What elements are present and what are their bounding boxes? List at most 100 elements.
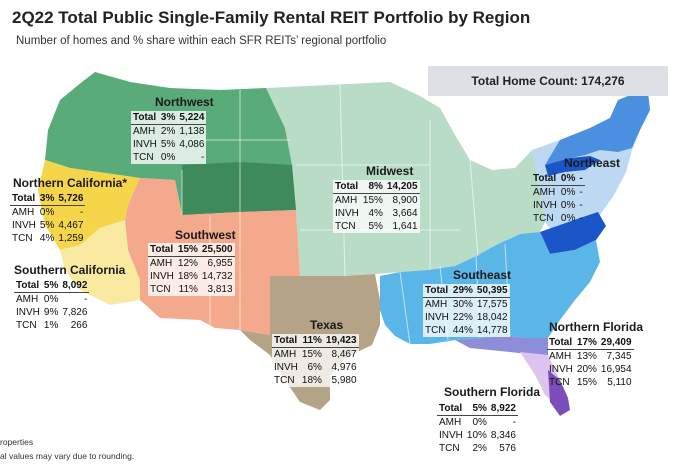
share-cell: 3% bbox=[37, 192, 57, 206]
count-cell: 7,826 bbox=[62, 307, 88, 318]
count-cell: 4,467 bbox=[58, 220, 84, 231]
share-cell: 0% bbox=[43, 294, 59, 305]
share-cell: 8% bbox=[360, 180, 385, 194]
share-cell: 3% bbox=[158, 111, 178, 125]
count-cell: 3,664 bbox=[392, 208, 418, 219]
texas-table: Total 11% 19,423 AMH 15% 8,467 INVH 6% 4,976 TCN 1… bbox=[272, 334, 359, 387]
table-row: INVH 22% 18,042 bbox=[423, 311, 510, 324]
count-cell: 1,138 bbox=[179, 126, 205, 137]
share-cell: 30% bbox=[452, 299, 473, 310]
table-row: INVH 9% 7,826 bbox=[14, 306, 89, 319]
row-label: Total bbox=[131, 111, 159, 125]
row-label: Total bbox=[272, 334, 300, 348]
southeast-label: Southeast bbox=[453, 268, 512, 282]
northeast-region-dark bbox=[545, 156, 600, 176]
share-cell: 4% bbox=[368, 208, 383, 219]
northern-california-region bbox=[38, 160, 140, 250]
row-label: AMH bbox=[533, 187, 556, 198]
count-cell: 14,205 bbox=[384, 180, 420, 194]
row-label: INVH bbox=[439, 430, 463, 441]
share-cell: 18% bbox=[177, 271, 198, 282]
row-label: INVH bbox=[16, 307, 40, 318]
table-total-row: Total 11% 19,423 bbox=[272, 334, 359, 348]
table-row: INVH 18% 14,732 bbox=[148, 270, 235, 283]
table-row: TCN 15% 5,110 bbox=[547, 376, 634, 389]
share-cell: 15% bbox=[175, 243, 200, 257]
table-row: INVH 10% 8,346 bbox=[437, 429, 518, 442]
northwest-region-dark bbox=[182, 162, 296, 215]
table-row: AMH 15% 8,467 bbox=[272, 348, 359, 362]
texas-label: Texas bbox=[310, 318, 344, 332]
share-cell: 5% bbox=[160, 139, 176, 150]
table-row: AMH 12% 6,955 bbox=[148, 257, 235, 271]
share-cell: 13% bbox=[576, 351, 597, 362]
count-cell: 576 bbox=[499, 443, 516, 454]
table-total-row: Total 8% 14,205 bbox=[333, 180, 420, 194]
table-total-row: Total 15% 25,500 bbox=[148, 243, 235, 257]
row-label: INVH bbox=[335, 208, 359, 219]
footnote-properties: roperties bbox=[0, 437, 34, 447]
table-total-row: Total 3% 5,726 bbox=[10, 192, 86, 206]
count-cell: 14,778 bbox=[476, 325, 508, 336]
row-label: TCN bbox=[16, 320, 37, 331]
share-cell: 12% bbox=[177, 258, 198, 269]
count-cell: 5,726 bbox=[56, 192, 86, 206]
southeast-table: Total 29% 50,395 AMH 30% 17,575 INVH 22% 18,042 T… bbox=[423, 284, 510, 337]
row-label: INVH bbox=[274, 362, 298, 373]
table-row: INVH 4% 3,664 bbox=[333, 207, 420, 220]
share-cell: 0% bbox=[560, 187, 576, 198]
share-cell: 11% bbox=[299, 334, 324, 348]
northern-florida-label: Northern Florida bbox=[549, 320, 644, 334]
midwest-label: Midwest bbox=[366, 164, 414, 178]
total-home-count-badge: Total Home Count: 174,276 bbox=[428, 66, 668, 96]
southern-florida-table: Total 5% 8,922 AMH 0% - INVH 10% 8,346 TCN 2% 576 bbox=[437, 402, 518, 455]
northern-california-table: Total 3% 5,726 AMH 0% - INVH 5% 4,467 TCN 4% 1,259 bbox=[10, 192, 86, 245]
row-label: AMH bbox=[16, 294, 39, 305]
share-cell: 44% bbox=[452, 325, 473, 336]
table-row: TCN 1% 266 bbox=[14, 319, 89, 332]
row-label: Total bbox=[14, 279, 42, 293]
count-cell: 8,900 bbox=[392, 195, 418, 206]
southwest-label: Southwest bbox=[175, 228, 236, 242]
count-cell: 14,732 bbox=[201, 271, 233, 282]
table-row: TCN 5% 1,641 bbox=[333, 220, 420, 233]
share-cell: 20% bbox=[576, 364, 597, 375]
table-total-row: Total 17% 29,409 bbox=[547, 336, 634, 350]
share-cell: 0% bbox=[558, 172, 578, 186]
table-row: AMH 0% - bbox=[437, 416, 518, 430]
count-cell: 25,500 bbox=[199, 243, 235, 257]
share-cell: 29% bbox=[450, 284, 475, 298]
northeast-region-mid bbox=[545, 82, 650, 165]
northeast-label: Northeast bbox=[564, 156, 621, 170]
count-cell: 3,813 bbox=[207, 284, 233, 295]
share-cell: 5% bbox=[464, 402, 489, 416]
row-label: TCN bbox=[150, 284, 171, 295]
share-cell: 4% bbox=[39, 233, 55, 244]
southern-florida-tip bbox=[548, 370, 570, 416]
count-cell: - bbox=[512, 417, 516, 428]
count-cell: 1,641 bbox=[392, 221, 418, 232]
count-cell: 8,922 bbox=[488, 402, 518, 416]
row-label: TCN bbox=[335, 221, 356, 232]
table-row: INVH 20% 16,954 bbox=[547, 363, 634, 376]
share-cell: 6% bbox=[307, 362, 322, 373]
count-cell: - bbox=[579, 200, 583, 211]
row-label: INVH bbox=[425, 312, 449, 323]
northeast-region-dark-south bbox=[540, 212, 606, 254]
table-row: TCN 44% 14,778 bbox=[423, 324, 510, 337]
row-label: INVH bbox=[533, 200, 557, 211]
share-cell: 5% bbox=[368, 221, 383, 232]
share-cell: 0% bbox=[472, 417, 487, 428]
share-cell: 0% bbox=[39, 207, 55, 218]
share-cell: 22% bbox=[452, 312, 473, 323]
share-cell: 2% bbox=[472, 443, 487, 454]
share-cell: 2% bbox=[160, 126, 176, 137]
table-row: AMH 15% 8,900 bbox=[333, 194, 420, 208]
row-label: TCN bbox=[274, 375, 295, 386]
count-cell: 7,345 bbox=[606, 351, 632, 362]
southern-california-label: Southern California bbox=[14, 263, 126, 277]
row-label: TCN bbox=[12, 233, 33, 244]
share-cell: 18% bbox=[301, 375, 322, 386]
count-cell: 19,423 bbox=[323, 334, 359, 348]
table-row: AMH 0% - bbox=[10, 206, 85, 220]
